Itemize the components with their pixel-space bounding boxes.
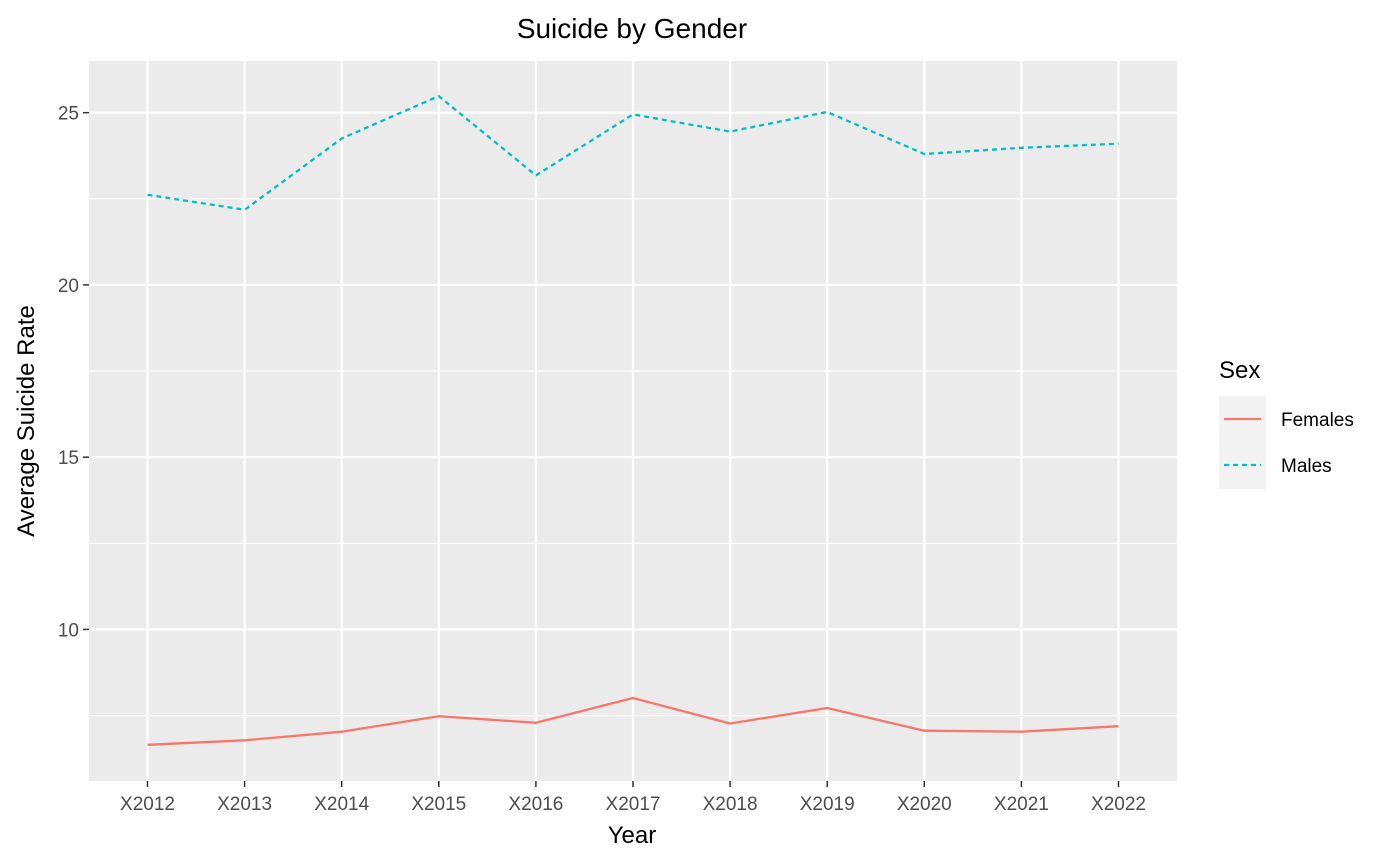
series-line-females [147, 696, 1119, 746]
x-tick-label: X2017 [606, 794, 661, 815]
y-tick-label: 15 [58, 448, 79, 469]
chart-title: Suicide by Gender [517, 13, 747, 44]
legend-title: Sex [1219, 357, 1260, 384]
legend: Sex Females Males [1219, 357, 1354, 489]
series-lines [147, 94, 1119, 746]
y-tick-label: 25 [58, 104, 79, 125]
legend-label-males: Males [1281, 456, 1332, 477]
x-tick-label: X2016 [508, 794, 563, 815]
x-tick-label: X2019 [800, 794, 855, 815]
x-axis-ticks: X2012 X2013 X2014 X2015 X2016 X2017 X2018 X2019… [120, 781, 1146, 815]
y-tick-label: 10 [58, 620, 79, 641]
x-tick-label: X2013 [217, 794, 272, 815]
x-axis-title: Year [608, 822, 657, 849]
y-axis-title: Average Suicide Rate [13, 305, 40, 537]
x-tick-label: X2022 [1091, 794, 1146, 815]
x-tick-label: X2015 [411, 794, 466, 815]
x-tick-label: X2021 [994, 794, 1049, 815]
legend-key-background [1219, 396, 1266, 489]
x-tick-label: X2020 [897, 794, 952, 815]
x-tick-label: X2018 [703, 794, 758, 815]
y-tick-label: 20 [58, 276, 79, 297]
grid-lines [89, 61, 1177, 781]
x-tick-label: X2014 [314, 794, 369, 815]
x-tick-label: X2012 [120, 794, 175, 815]
y-axis-ticks: 10 15 20 25 [58, 104, 89, 641]
series-line-males [147, 94, 1119, 211]
legend-label-females: Females [1281, 410, 1354, 431]
